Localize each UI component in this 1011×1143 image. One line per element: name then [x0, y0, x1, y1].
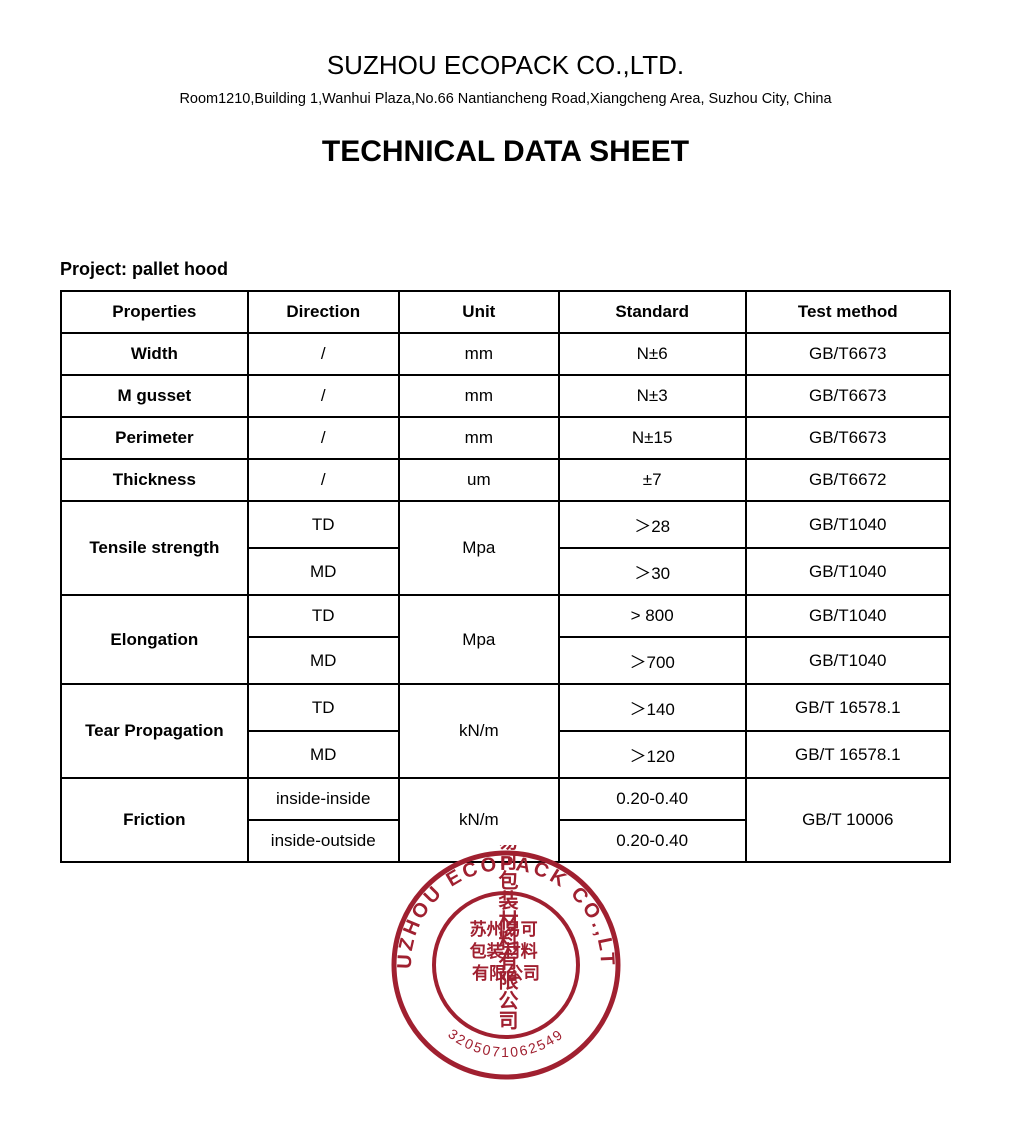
cell-dir: MD: [248, 637, 399, 684]
cell-unit: mm: [399, 333, 559, 375]
stamp-reg-number: 3205071062549: [445, 1025, 566, 1060]
cell-unit: mm: [399, 417, 559, 459]
company-address: Room1210,Building 1,Wanhui Plaza,No.66 N…: [60, 91, 951, 107]
cell-method: GB/T6673: [746, 375, 950, 417]
cell-method: GB/T 16578.1: [746, 731, 950, 778]
cell-std: N±6: [559, 333, 746, 375]
cell-method: GB/T6672: [746, 459, 950, 501]
table-row: Elongation TD Mpa > 800 GB/T1040: [61, 595, 950, 637]
svg-text:3205071062549: 3205071062549: [445, 1025, 566, 1060]
cell-dir: /: [248, 333, 399, 375]
data-table: Properties Direction Unit Standard Test …: [60, 290, 951, 863]
cell-prop: Perimeter: [61, 417, 248, 459]
cell-std: ＞140: [559, 684, 746, 731]
cell-dir: inside-inside: [248, 778, 399, 820]
col-unit: Unit: [399, 291, 559, 333]
cell-std: ＞30: [559, 548, 746, 595]
cell-dir: /: [248, 375, 399, 417]
company-stamp-icon: SUZHOU ECOPACK CO.,LTD 3205071062549 苏州易…: [386, 845, 626, 1085]
page-title: TECHNICAL DATA SHEET: [60, 135, 951, 169]
project-label: Project: pallet hood: [60, 259, 951, 280]
col-standard: Standard: [559, 291, 746, 333]
cell-dir: /: [248, 417, 399, 459]
cell-unit: um: [399, 459, 559, 501]
document-page: SUZHOU ECOPACK CO.,LTD. Room1210,Buildin…: [0, 0, 1011, 1130]
cell-dir: /: [248, 459, 399, 501]
cell-prop: Tensile strength: [61, 501, 248, 595]
cell-prop: Thickness: [61, 459, 248, 501]
table-row: M gusset / mm N±3 GB/T6673: [61, 375, 950, 417]
cell-std: 0.20-0.40: [559, 778, 746, 820]
table-row: Perimeter / mm N±15 GB/T6673: [61, 417, 950, 459]
table-row: Width / mm N±6 GB/T6673: [61, 333, 950, 375]
cell-unit: Mpa: [399, 595, 559, 684]
stamp-container: SUZHOU ECOPACK CO.,LTD 3205071062549 苏州易…: [60, 845, 951, 1090]
table-row: Friction inside-inside kN/m 0.20-0.40 GB…: [61, 778, 950, 820]
cell-method: GB/T1040: [746, 548, 950, 595]
col-direction: Direction: [248, 291, 399, 333]
cell-prop: Tear Propagation: [61, 684, 248, 778]
cell-std: ＞120: [559, 731, 746, 778]
cell-prop: Elongation: [61, 595, 248, 684]
cell-std: N±15: [559, 417, 746, 459]
table-row: Tear Propagation TD kN/m ＞140 GB/T 16578…: [61, 684, 950, 731]
cell-method: GB/T1040: [746, 595, 950, 637]
cell-std: > 800: [559, 595, 746, 637]
svg-text:苏州易可 包装材料: 苏州易可 包装材料 有限公司: [469, 919, 542, 983]
cell-prop: M gusset: [61, 375, 248, 417]
cell-dir: TD: [248, 684, 399, 731]
col-properties: Properties: [61, 291, 248, 333]
company-name: SUZHOU ECOPACK CO.,LTD.: [60, 50, 951, 81]
cell-dir: TD: [248, 595, 399, 637]
cell-method: GB/T6673: [746, 333, 950, 375]
cell-method: GB/T1040: [746, 501, 950, 548]
cell-method: GB/T 16578.1: [746, 684, 950, 731]
cell-unit: Mpa: [399, 501, 559, 595]
table-row: Tensile strength TD Mpa ＞28 GB/T1040: [61, 501, 950, 548]
cell-std: ±7: [559, 459, 746, 501]
col-method: Test method: [746, 291, 950, 333]
cell-unit: mm: [399, 375, 559, 417]
cell-dir: TD: [248, 501, 399, 548]
cell-dir: MD: [248, 548, 399, 595]
table-row: Thickness / um ±7 GB/T6672: [61, 459, 950, 501]
cell-std: N±3: [559, 375, 746, 417]
cell-prop: Width: [61, 333, 248, 375]
cell-method: GB/T6673: [746, 417, 950, 459]
cell-unit: kN/m: [399, 684, 559, 778]
table-header-row: Properties Direction Unit Standard Test …: [61, 291, 950, 333]
cell-dir: MD: [248, 731, 399, 778]
cell-std: ＞28: [559, 501, 746, 548]
cell-std: ＞700: [559, 637, 746, 684]
cell-method: GB/T1040: [746, 637, 950, 684]
